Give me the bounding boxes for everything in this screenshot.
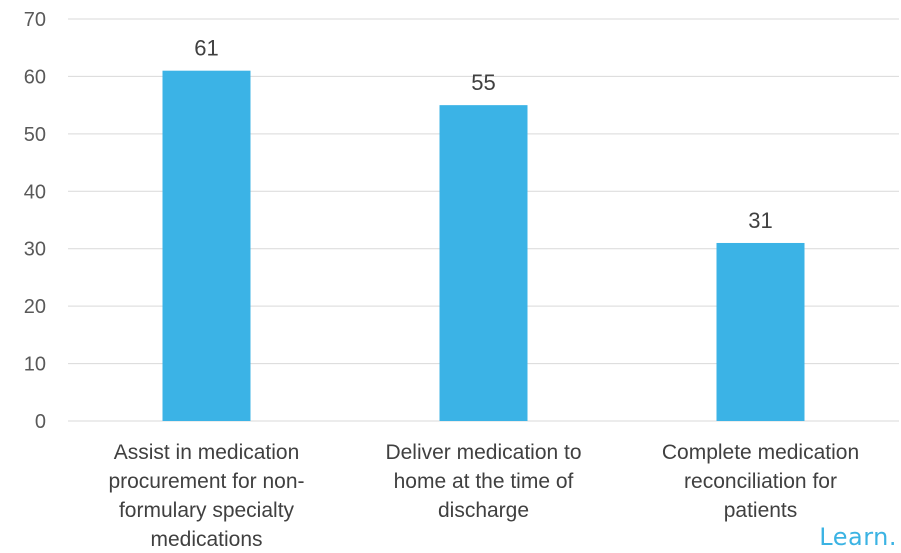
data-label-2: 55 bbox=[471, 70, 495, 95]
category-label-line: Assist in medication bbox=[114, 441, 300, 464]
bars bbox=[162, 70, 805, 422]
y-tick-label: 70 bbox=[24, 9, 46, 31]
category-label-line: reconciliation for bbox=[684, 470, 837, 493]
y-axis-tick-labels: 0 10 20 30 40 50 60 70 bbox=[24, 9, 46, 433]
category-label-3: Complete medication reconciliation for pat… bbox=[662, 441, 859, 522]
category-label-line: patients bbox=[724, 499, 798, 522]
bar-1 bbox=[162, 70, 251, 421]
category-label-2: Deliver medication to home at the time of… bbox=[385, 441, 581, 522]
bar-3 bbox=[716, 242, 805, 421]
bar-2 bbox=[439, 105, 528, 422]
category-label-line: home at the time of bbox=[394, 470, 574, 493]
category-label-line: Deliver medication to bbox=[385, 441, 581, 464]
y-tick-label: 30 bbox=[24, 239, 46, 261]
category-label-line: Complete medication bbox=[662, 441, 859, 464]
data-labels: 61 55 31 bbox=[194, 36, 772, 233]
category-label-line: procurement for non- bbox=[108, 470, 304, 493]
y-tick-label: 50 bbox=[24, 124, 46, 146]
y-tick-label: 20 bbox=[24, 296, 46, 318]
learn-logo: Learn. bbox=[819, 523, 897, 551]
y-tick-label: 40 bbox=[24, 181, 46, 203]
category-label-line: formulary specialty bbox=[119, 499, 295, 522]
category-label-line: discharge bbox=[438, 499, 529, 522]
y-tick-label: 60 bbox=[24, 66, 46, 88]
category-label-line: medications bbox=[150, 528, 262, 551]
category-label-1: Assist in medication procurement for non-… bbox=[108, 441, 304, 551]
y-tick-label: 0 bbox=[35, 411, 46, 433]
data-label-3: 31 bbox=[748, 208, 772, 233]
y-tick-label: 10 bbox=[24, 354, 46, 376]
data-label-1: 61 bbox=[194, 36, 218, 61]
category-labels: Assist in medication procurement for non-… bbox=[108, 441, 859, 551]
